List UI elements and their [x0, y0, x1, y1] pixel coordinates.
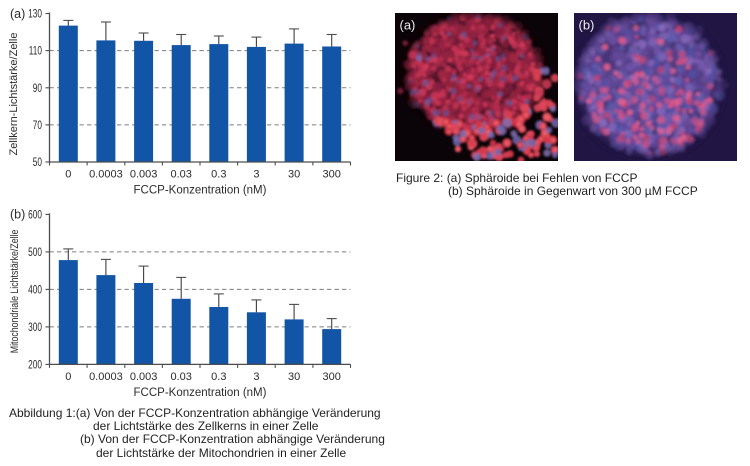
svg-text:(a): (a) — [400, 18, 416, 33]
svg-text:0.003: 0.003 — [130, 371, 158, 383]
svg-text:FCCP-Konzentration (nM): FCCP-Konzentration (nM) — [134, 387, 267, 399]
svg-text:400: 400 — [28, 284, 42, 297]
svg-text:300: 300 — [28, 322, 42, 335]
svg-text:300: 300 — [323, 371, 341, 383]
svg-text:110: 110 — [29, 45, 43, 58]
svg-text:(a): (a) — [10, 7, 25, 21]
svg-text:90: 90 — [33, 83, 43, 96]
svg-text:600: 600 — [28, 209, 42, 222]
svg-text:50: 50 — [33, 157, 43, 170]
svg-text:70: 70 — [33, 120, 43, 133]
svg-text:200: 200 — [28, 359, 42, 372]
svg-text:(b): (b) — [579, 18, 595, 33]
svg-text:3: 3 — [253, 169, 259, 181]
svg-text:3: 3 — [253, 371, 259, 383]
svg-text:0: 0 — [65, 371, 71, 383]
svg-text:Mitochondriale Lichtstärke/Zel: Mitochondriale Lichtstärke/Zelle — [9, 229, 21, 353]
svg-text:30: 30 — [288, 371, 300, 383]
svg-text:500: 500 — [28, 247, 42, 260]
svg-text:0.0003: 0.0003 — [89, 169, 123, 181]
svg-text:Zellkern-Lichtstärke/Zelle: Zellkern-Lichtstärke/Zelle — [8, 33, 20, 156]
svg-text:0.0003: 0.0003 — [89, 371, 123, 383]
svg-text:0: 0 — [65, 169, 71, 181]
svg-text:0.3: 0.3 — [211, 371, 226, 383]
svg-text:30: 30 — [288, 169, 300, 181]
svg-text:130: 130 — [28, 8, 42, 21]
svg-text:(b): (b) — [10, 208, 25, 222]
svg-text:0.3: 0.3 — [211, 169, 226, 181]
svg-text:300: 300 — [323, 169, 341, 181]
svg-text:0.03: 0.03 — [170, 169, 191, 181]
svg-text:FCCP-Konzentration (nM): FCCP-Konzentration (nM) — [134, 185, 267, 197]
svg-text:0.003: 0.003 — [130, 169, 158, 181]
svg-text:0.03: 0.03 — [170, 371, 191, 383]
